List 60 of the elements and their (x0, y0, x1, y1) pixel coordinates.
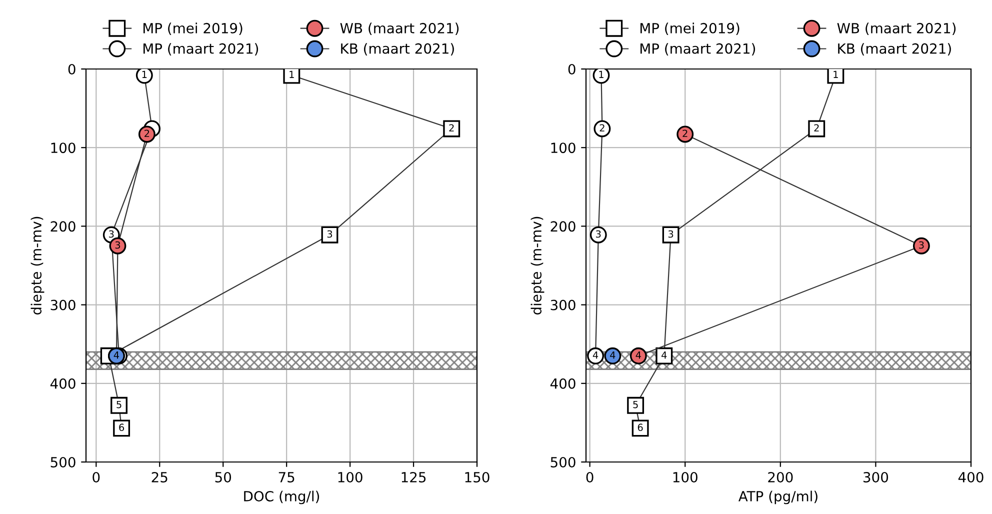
annotation: 3 (109, 230, 114, 238)
x-tick-label: 0 (92, 472, 100, 482)
y-tick-label: 500 (50, 456, 76, 468)
legend-label: MP (mei 2019) (640, 22, 740, 36)
x-tick-label: 0 (586, 472, 594, 482)
x-axis-title: ATP (pg/ml) (738, 490, 818, 504)
annotation: 3 (668, 230, 674, 238)
annotation: 4 (662, 351, 667, 359)
y-tick-label: 0 (568, 64, 576, 74)
x-tick-label: 50 (215, 472, 232, 482)
annotation: 5 (116, 401, 122, 408)
x-tick-label: 100 (338, 472, 362, 482)
x-tick-label: 200 (768, 472, 793, 482)
annotation: 2 (449, 124, 454, 132)
annotation: 5 (633, 401, 638, 408)
legend-label: KB (maart 2021) (341, 43, 454, 56)
y-tick-label: 100 (51, 142, 76, 154)
x-tick-label: 75 (278, 472, 294, 482)
annotation: 4 (114, 351, 120, 359)
y-tick-label: 200 (550, 221, 576, 232)
y-tick-label: 300 (50, 300, 76, 310)
y-tick-label: 100 (551, 142, 576, 154)
y-axis-title: diepte (m-mv) (530, 216, 544, 315)
x-tick-label: 100 (673, 472, 698, 482)
annotation: 1 (142, 70, 147, 78)
annotation: 4 (592, 351, 598, 359)
annotation: 1 (599, 70, 604, 78)
y-tick-label: 400 (50, 378, 76, 389)
annotation: 1 (834, 70, 838, 78)
annotation: 2 (600, 124, 604, 132)
x-axis-title: DOC (mg/l) (244, 490, 320, 504)
annotation: 4 (636, 351, 641, 359)
annotation: 3 (115, 241, 120, 249)
y-axis-title: diepte (m-mv) (30, 216, 44, 315)
x-tick-label: 400 (958, 472, 984, 482)
annotation: 1 (290, 70, 294, 78)
y-tick-label: 0 (68, 64, 76, 74)
legend-label: KB (maart 2021) (838, 43, 951, 56)
legend-label: WB (maart 2021) (837, 22, 956, 36)
annotation: 2 (682, 130, 688, 137)
x-tick-label: 150 (465, 472, 490, 482)
annotation: 3 (596, 230, 601, 238)
annotation: 2 (814, 124, 819, 132)
annotation: 3 (919, 241, 924, 249)
annotation: 3 (327, 230, 332, 238)
x-tick-label: 125 (402, 472, 426, 482)
legend-label: WB (maart 2021) (340, 22, 459, 36)
y-tick-label: 200 (50, 221, 76, 232)
annotation: 4 (610, 351, 616, 359)
y-tick-label: 500 (550, 456, 576, 468)
y-tick-label: 300 (550, 300, 576, 310)
x-tick-label: 300 (864, 472, 888, 482)
annotation: 6 (638, 424, 643, 432)
legend-label: MP (maart 2021) (144, 43, 258, 56)
x-tick-label: 25 (152, 472, 168, 482)
annotation: 2 (144, 130, 150, 137)
legend-label: MP (maart 2021) (640, 43, 756, 56)
y-tick-label: 400 (550, 378, 576, 389)
annotation: 6 (119, 424, 124, 432)
legend-label: MP (mei 2019) (144, 22, 242, 36)
